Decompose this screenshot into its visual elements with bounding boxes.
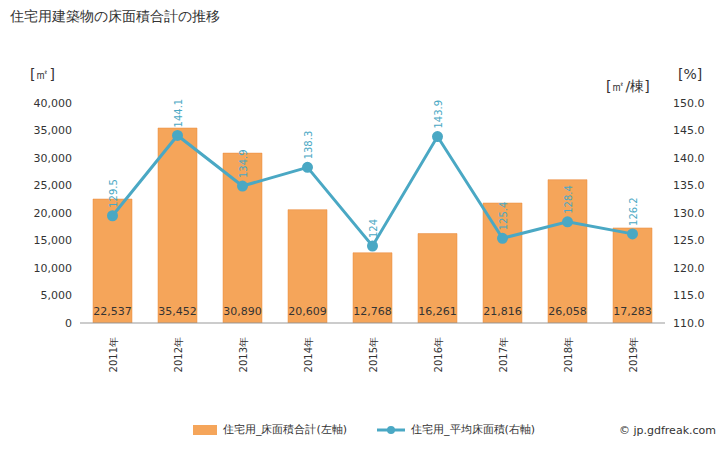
svg-text:125.0: 125.0 (673, 234, 705, 247)
svg-text:150.0: 150.0 (673, 97, 705, 110)
svg-text:15,000: 15,000 (34, 234, 73, 247)
svg-text:144.1: 144.1 (173, 99, 184, 128)
svg-text:130.0: 130.0 (673, 207, 705, 220)
svg-text:12,768: 12,768 (353, 305, 392, 318)
svg-text:138.3: 138.3 (303, 131, 314, 160)
svg-text:5,000: 5,000 (41, 289, 73, 302)
svg-text:21,816: 21,816 (483, 305, 522, 318)
svg-text:120.0: 120.0 (673, 262, 705, 275)
svg-text:2018年: 2018年 (563, 337, 574, 372)
svg-text:0: 0 (65, 317, 72, 330)
svg-text:2019年: 2019年 (628, 337, 639, 372)
svg-text:30,890: 30,890 (223, 305, 262, 318)
svg-text:10,000: 10,000 (34, 262, 73, 275)
svg-text:2016年: 2016年 (433, 337, 444, 372)
svg-text:22,537: 22,537 (93, 305, 132, 318)
svg-text:134.9: 134.9 (238, 149, 249, 178)
svg-text:2017年: 2017年 (498, 337, 509, 372)
svg-text:40,000: 40,000 (34, 97, 73, 110)
html-text:住宅用_床面積合計(左軸): 住宅用_床面積合計(左軸) (222, 423, 347, 436)
svg-text:125.4: 125.4 (498, 202, 509, 231)
svg-text:110.0: 110.0 (673, 317, 705, 330)
html-text:© jp.gdfreak.com: © jp.gdfreak.com (619, 424, 716, 437)
svg-text:135.0: 135.0 (673, 179, 705, 192)
svg-text:143.9: 143.9 (433, 100, 444, 129)
svg-text:30,000: 30,000 (34, 152, 73, 165)
svg-text:124: 124 (368, 219, 379, 238)
svg-text:2013年: 2013年 (238, 337, 249, 372)
svg-text:25,000: 25,000 (34, 179, 73, 192)
svg-text:2011年: 2011年 (108, 337, 119, 372)
svg-text:2014年: 2014年 (303, 337, 314, 372)
svg-text:16,261: 16,261 (418, 305, 457, 318)
svg-text:35,000: 35,000 (34, 124, 73, 137)
svg-text:17,283: 17,283 (613, 305, 652, 318)
svg-text:140.0: 140.0 (673, 152, 705, 165)
svg-text:20,609: 20,609 (288, 305, 327, 318)
html-text:[㎡/棟]: [㎡/棟] (606, 78, 650, 94)
svg-text:2015年: 2015年 (368, 337, 379, 372)
svg-text:115.0: 115.0 (673, 289, 705, 302)
html-text:住宅用建築物の床面積合計の推移: 住宅用建築物の床面積合計の推移 (10, 8, 220, 24)
svg-text:35,452: 35,452 (158, 305, 197, 318)
svg-text:26,058: 26,058 (548, 305, 587, 318)
svg-text:129.5: 129.5 (108, 179, 119, 208)
html-text:住宅用_平均床面積(右軸): 住宅用_平均床面積(右軸) (411, 423, 536, 436)
svg-text:126.2: 126.2 (628, 197, 639, 226)
svg-text:145.0: 145.0 (673, 124, 705, 137)
svg-text:128.4: 128.4 (563, 185, 574, 214)
svg-text:20,000: 20,000 (34, 207, 73, 220)
svg-text:2012年: 2012年 (173, 337, 184, 372)
